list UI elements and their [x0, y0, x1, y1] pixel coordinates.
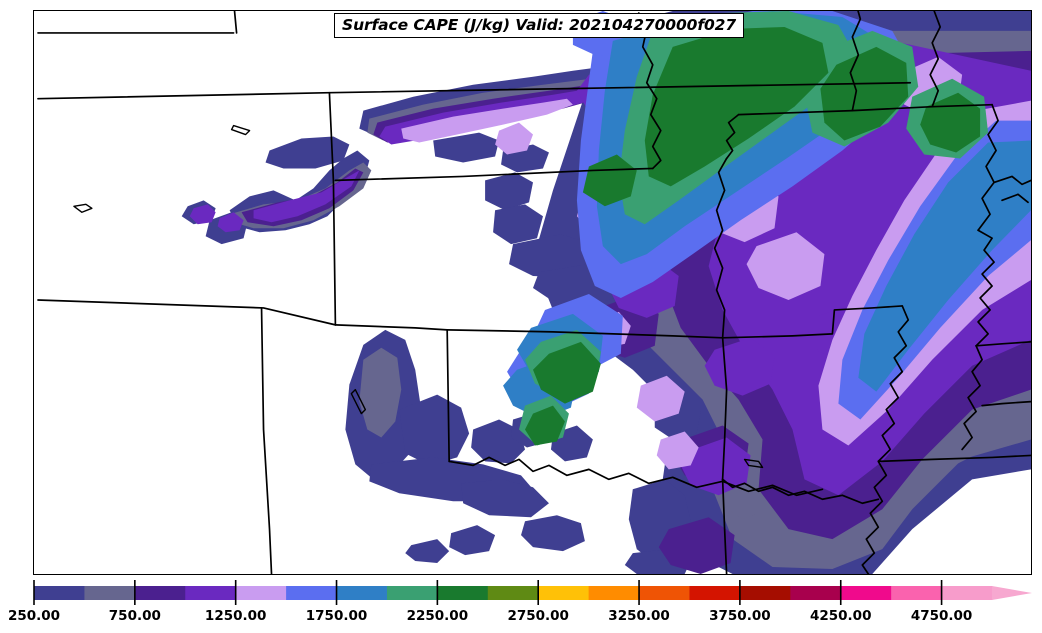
- colorbar-tick-label: 4250.00: [810, 608, 872, 624]
- colorbar-tick-label: 1250.00: [205, 608, 267, 624]
- colorbar-tick-label: 2750.00: [507, 608, 569, 624]
- colorbar-svg[interactable]: 250.00 750.00 1250.00 1750.00 2250.00 2750.00…: [0, 580, 1042, 633]
- colorbar-segments[interactable]: [34, 586, 993, 600]
- map-title: Surface CAPE (J/kg) Valid: 202104270000f…: [334, 13, 745, 39]
- colorbar-tick-label: 2250.00: [407, 608, 469, 624]
- colorbar-tick-label: 3750.00: [709, 608, 771, 624]
- colorbar[interactable]: 250.00 750.00 1250.00 1750.00 2250.00 2750.00…: [0, 580, 1042, 633]
- colorbar-segment[interactable]: [286, 586, 338, 600]
- colorbar-tick-label: 250.00: [8, 608, 60, 624]
- colorbar-tick-label: 1750.00: [306, 608, 368, 624]
- colorbar-max-arrow: [992, 586, 1032, 600]
- colorbar-segment[interactable]: [739, 586, 791, 600]
- colorbar-segment[interactable]: [185, 586, 237, 600]
- colorbar-segment[interactable]: [840, 586, 892, 600]
- map-frame: [33, 10, 1032, 575]
- colorbar-tick-labels: 250.00 750.00 1250.00 1750.00 2250.00 2750.00…: [8, 608, 972, 624]
- colorbar-segment[interactable]: [639, 586, 691, 600]
- colorbar-segment[interactable]: [134, 586, 186, 600]
- colorbar-tick-label: 4750.00: [911, 608, 973, 624]
- state-boundaries: [37, 11, 1031, 574]
- colorbar-segment[interactable]: [386, 586, 438, 600]
- colorbar-tick-label: 750.00: [109, 608, 161, 624]
- colorbar-segment[interactable]: [538, 586, 590, 600]
- cape-contour-map: [34, 11, 1031, 574]
- colorbar-segment[interactable]: [437, 586, 489, 600]
- colorbar-segment[interactable]: [941, 586, 993, 600]
- colorbar-segment[interactable]: [588, 586, 640, 600]
- colorbar-segment[interactable]: [235, 586, 287, 600]
- colorbar-segment[interactable]: [487, 586, 539, 600]
- colorbar-segment[interactable]: [84, 586, 136, 600]
- colorbar-segment[interactable]: [336, 586, 388, 600]
- colorbar-ticks: [33, 580, 943, 605]
- colorbar-segment[interactable]: [790, 586, 842, 600]
- colorbar-segment[interactable]: [891, 586, 943, 600]
- colorbar-segment[interactable]: [689, 586, 741, 600]
- colorbar-segment[interactable]: [34, 586, 86, 600]
- colorbar-tick-label: 3250.00: [608, 608, 670, 624]
